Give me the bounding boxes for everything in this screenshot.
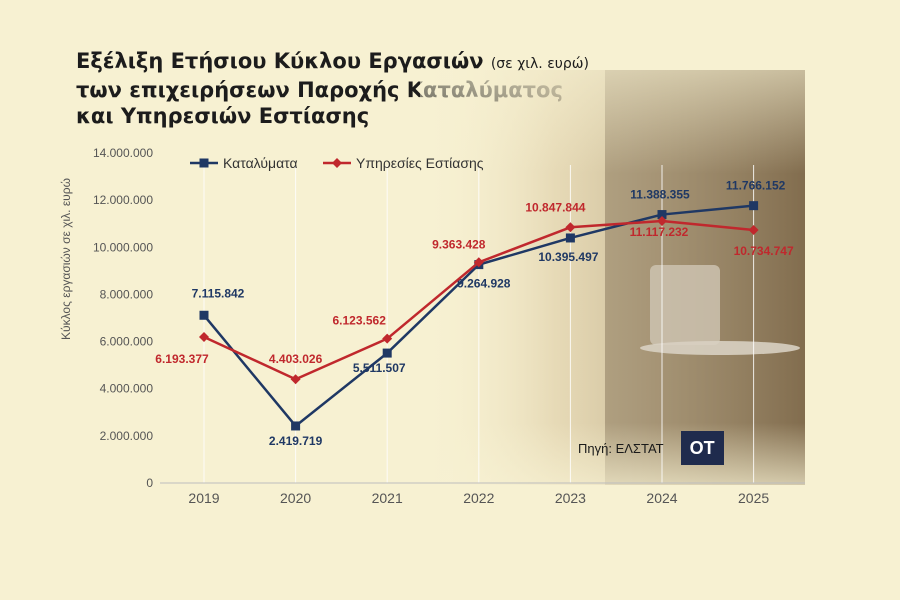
data-label: 6.123.562 xyxy=(333,314,387,328)
data-point xyxy=(749,201,759,211)
y-tick-label: 6.000.000 xyxy=(100,335,154,349)
data-label: 10.847.844 xyxy=(525,200,585,214)
data-label: 2.419.719 xyxy=(269,434,323,448)
series-group: 7.115.842 2.419.719 5.511.507 9.264.928 10.3… xyxy=(155,179,794,448)
legend-marker xyxy=(199,158,209,168)
data-point xyxy=(657,215,667,226)
x-tick-label: 2019 xyxy=(188,490,219,506)
background-photo xyxy=(420,70,805,485)
x-tick-label: 2022 xyxy=(463,490,494,506)
data-point xyxy=(382,348,392,358)
y-tick-label: 2.000.000 xyxy=(100,429,154,443)
y-tick-label: 14.000.000 xyxy=(93,146,153,160)
y-axis: 0 2.000.000 4.000.000 6.000.000 8.000.000 10.… xyxy=(93,146,153,490)
data-point xyxy=(565,222,576,233)
legend-label: Υπηρεσίες Εστίασης xyxy=(356,155,484,171)
data-point xyxy=(748,224,759,235)
data-label: 10.734.747 xyxy=(734,244,794,258)
legend: Καταλύματα Υπηρεσίες Εστίασης xyxy=(190,155,484,171)
title-line-3: και Υπηρεσιών Εστίασης xyxy=(76,104,370,128)
y-tick-label: 0 xyxy=(146,476,153,490)
x-tick-label: 2020 xyxy=(280,490,311,506)
title-line-1: Εξέλιξη Ετήσιου Κύκλου Εργασιών xyxy=(76,49,484,73)
x-tick-label: 2023 xyxy=(555,490,586,506)
data-label: 9.264.928 xyxy=(457,277,511,291)
ot-logo: ΟΤ xyxy=(680,431,724,465)
data-point xyxy=(291,421,301,431)
y-tick-label: 10.000.000 xyxy=(93,240,153,254)
y-axis-label: Κύκλος εργασιών σε χιλ. ευρώ xyxy=(59,178,73,340)
data-label: 4.403.026 xyxy=(269,352,323,366)
data-point xyxy=(473,257,484,268)
y-tick-label: 4.000.000 xyxy=(100,382,154,396)
data-label: 9.363.428 xyxy=(432,237,486,251)
chart-title: Εξέλιξη Ετήσιου Κύκλου Εργασιών (σε χιλ.… xyxy=(76,48,589,129)
data-label: 11.117.232 xyxy=(630,225,689,239)
data-label: 11.388.355 xyxy=(630,188,690,202)
data-point xyxy=(565,233,575,243)
legend-marker xyxy=(332,158,342,168)
x-tick-label: 2021 xyxy=(372,490,403,506)
x-axis: 2019 2020 2021 2022 2023 2024 2025 xyxy=(160,482,805,506)
x-tick-label: 2024 xyxy=(646,490,677,506)
source-label: Πηγή: ΕΛΣΤΑΤ xyxy=(578,440,664,456)
data-label: 7.115.842 xyxy=(192,286,245,300)
series-estiasi: 6.193.377 4.403.026 6.123.562 9.363.428 10.8… xyxy=(155,200,794,385)
x-tick-label: 2025 xyxy=(738,490,769,506)
title-unit: (σε χιλ. ευρώ) xyxy=(490,56,589,72)
y-tick-label: 12.000.000 xyxy=(93,193,153,207)
y-tick-label: 8.000.000 xyxy=(100,287,154,301)
data-label: 6.193.377 xyxy=(155,352,209,366)
data-point xyxy=(657,210,667,220)
legend-label: Καταλύματα xyxy=(223,155,298,171)
data-label: 5.511.507 xyxy=(353,361,406,375)
data-label: 10.395.497 xyxy=(538,250,598,264)
data-point xyxy=(382,333,393,344)
data-point xyxy=(199,332,209,343)
data-point xyxy=(199,310,209,320)
data-point xyxy=(290,374,301,385)
data-label: 11.766.152 xyxy=(726,179,786,193)
